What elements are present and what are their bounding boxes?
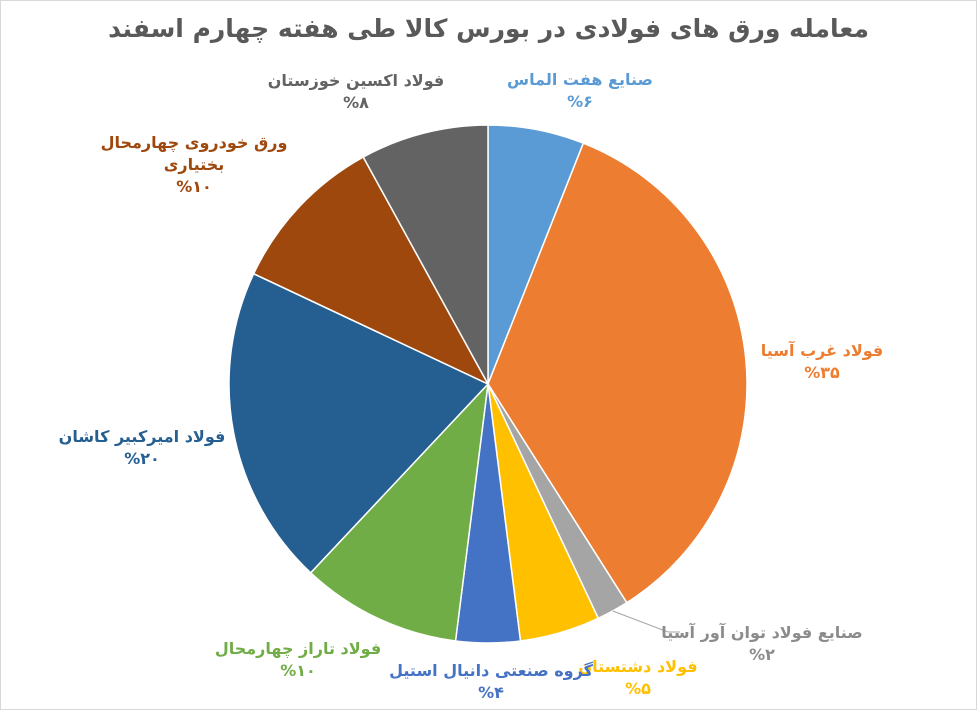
pie-slice bbox=[362, 124, 489, 385]
slice-name-label: فولاد دشتستان bbox=[578, 657, 697, 676]
pie-slice bbox=[309, 381, 490, 642]
slice-name-label: بختیاری bbox=[164, 155, 224, 174]
slice-value-label: %۳۵ bbox=[804, 363, 840, 382]
chart-title: معامله ورق های فولادی در بورس کالا طی هف… bbox=[108, 14, 869, 43]
slice-value-label: %۱۰ bbox=[280, 661, 316, 680]
leader-line bbox=[612, 610, 680, 633]
slice-name-label: صنایع فولاد توان آور آسیا bbox=[661, 622, 862, 642]
slice-value-label: %۶ bbox=[567, 92, 593, 111]
slice-name-label: گروه صنعتی دانیال استیل bbox=[389, 661, 593, 680]
pie-slice bbox=[487, 142, 748, 604]
slice-value-label: %۵ bbox=[625, 679, 651, 698]
slice-value-label: %۲۰ bbox=[124, 449, 160, 468]
slice-name-label: فولاد اکسین خوزستان bbox=[268, 71, 444, 90]
pie-slice bbox=[252, 156, 490, 386]
slice-value-label: %۸ bbox=[343, 93, 369, 112]
slice-name-label: صنایع هفت الماس bbox=[507, 70, 653, 89]
slice-value-label: %۱۰ bbox=[176, 177, 212, 196]
slice-value-label: %۲ bbox=[749, 645, 775, 664]
slice-name-label: فولاد امیرکبیر کاشان bbox=[59, 427, 226, 446]
slice-name-label: ورق خودروی چهارمحال bbox=[101, 133, 288, 153]
slice-name-label: فولاد غرب آسیا bbox=[761, 340, 884, 360]
pie-slice bbox=[228, 272, 490, 574]
slice-name-label: فولاد تاراز چهارمحال bbox=[215, 639, 381, 659]
slice-value-label: %۴ bbox=[478, 683, 504, 702]
